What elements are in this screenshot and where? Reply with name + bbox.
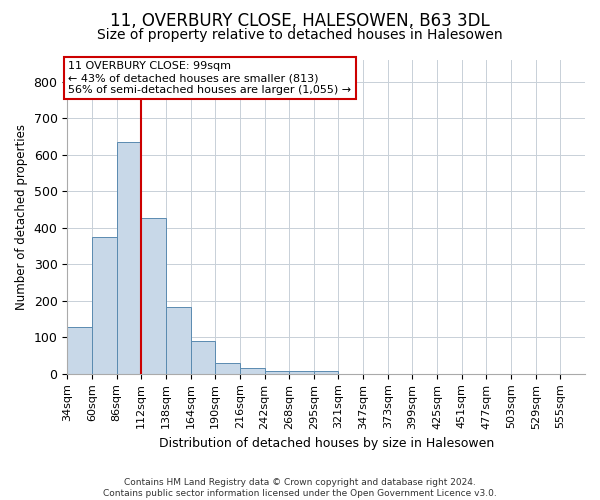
Bar (92, 237, 116, 374)
Bar (215, 362, 240, 374)
Bar (314, 371, 338, 374)
Text: Contains HM Land Registry data © Crown copyright and database right 2024.
Contai: Contains HM Land Registry data © Crown c… (103, 478, 497, 498)
Bar (191, 341, 215, 374)
Bar (116, 142, 141, 374)
Bar (240, 368, 265, 374)
Y-axis label: Number of detached properties: Number of detached properties (15, 124, 28, 310)
Bar (166, 307, 191, 374)
Bar (289, 372, 314, 374)
Text: 11 OVERBURY CLOSE: 99sqm
← 43% of detached houses are smaller (813)
56% of semi-: 11 OVERBURY CLOSE: 99sqm ← 43% of detach… (68, 62, 352, 94)
Bar (141, 218, 166, 374)
Text: 11, OVERBURY CLOSE, HALESOWEN, B63 3DL: 11, OVERBURY CLOSE, HALESOWEN, B63 3DL (110, 12, 490, 30)
X-axis label: Distribution of detached houses by size in Halesowen: Distribution of detached houses by size … (158, 437, 494, 450)
Bar (265, 371, 289, 374)
Bar (67, 328, 92, 374)
Text: Size of property relative to detached houses in Halesowen: Size of property relative to detached ho… (97, 28, 503, 42)
